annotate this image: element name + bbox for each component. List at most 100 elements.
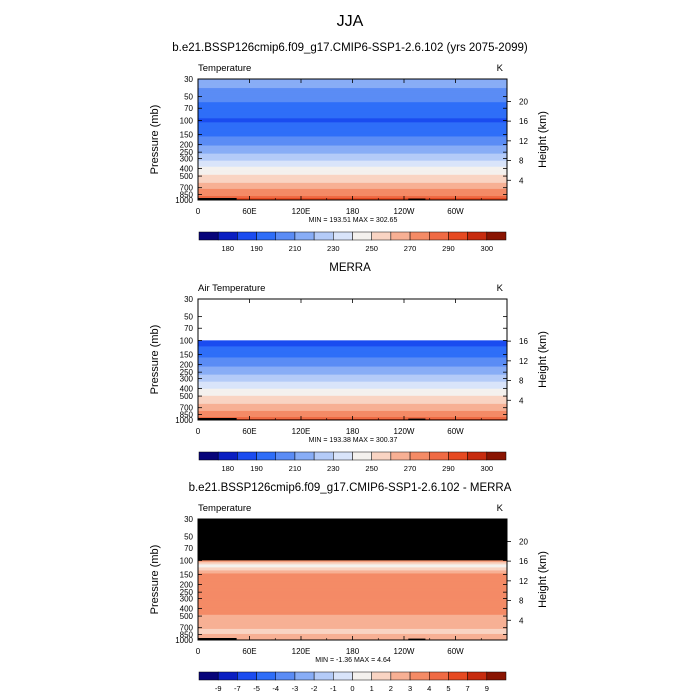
- contour-band: [198, 99, 507, 101]
- contour-band: [198, 375, 507, 378]
- contour-band: [198, 624, 507, 627]
- contour-band: [198, 194, 507, 197]
- colorbar-swatch: [390, 231, 411, 241]
- colorbar-swatch: [486, 451, 507, 461]
- contour-band: [198, 363, 507, 366]
- contour-band: [198, 569, 507, 572]
- contour-band: [198, 630, 507, 633]
- contour-band: [198, 583, 507, 586]
- x-tick-label: 120E: [292, 427, 311, 436]
- colorbar-swatch: [333, 451, 353, 461]
- contour-band: [198, 184, 507, 187]
- contour-band: [198, 169, 507, 172]
- contour-band: [198, 403, 507, 406]
- colorbar-label: 210: [289, 464, 302, 473]
- x-tick-label: 60E: [242, 647, 256, 656]
- missing-data-band: [198, 534, 507, 536]
- colorbar-swatch: [333, 231, 353, 241]
- contour-band: [198, 126, 507, 128]
- y-tick-label: 500: [180, 392, 194, 401]
- contour-band: [198, 599, 507, 602]
- contour-band: [198, 595, 507, 598]
- missing-data-band: [198, 546, 507, 548]
- contour-band: [198, 629, 507, 632]
- missing-data-band: [198, 555, 507, 557]
- x-tick-label: 180: [346, 427, 360, 436]
- contour-band: [198, 344, 507, 346]
- colorbar-label: -5: [253, 684, 260, 693]
- contour-band: [198, 176, 507, 179]
- colorbar-swatch: [352, 451, 372, 461]
- contour-band: [198, 565, 507, 567]
- contour-band: [198, 586, 507, 589]
- contour-band: [198, 175, 507, 178]
- x-tick-label: 60E: [242, 207, 256, 216]
- colorbar-label: 250: [365, 244, 378, 253]
- missing-data-band: [198, 556, 507, 558]
- contour-band: [198, 83, 507, 85]
- y-tick-label: 1000: [175, 636, 193, 645]
- colorbar-swatch: [467, 671, 488, 681]
- stats-label: MIN = 193.51 MAX = 302.65: [309, 217, 398, 224]
- height-tick-label: 8: [519, 597, 524, 606]
- panel-units-label: K: [497, 63, 504, 74]
- contour-band: [198, 610, 507, 613]
- contour-band: [198, 378, 507, 381]
- missing-data-band: [198, 538, 507, 540]
- figure-title: JJA: [337, 13, 364, 30]
- contour-band: [198, 404, 507, 407]
- contour-band: [198, 634, 507, 637]
- contour-band: [198, 341, 507, 343]
- colorbar-swatch: [313, 671, 334, 681]
- colorbar-label: 190: [250, 244, 263, 253]
- missing-data-band: [198, 554, 507, 556]
- contour-band: [198, 577, 507, 580]
- y-tick-label: 50: [184, 533, 193, 542]
- contour-band: [198, 402, 507, 405]
- contour-band: [198, 618, 507, 621]
- contour-band: [198, 392, 507, 395]
- contour-band: [198, 173, 507, 176]
- contour-band: [198, 350, 507, 353]
- contour-band: [198, 182, 507, 185]
- height-tick-label: 4: [519, 616, 524, 625]
- colorbar-swatch: [390, 671, 411, 681]
- contour-band: [198, 142, 507, 145]
- contour-band: [198, 598, 507, 601]
- colorbar-swatch: [313, 451, 334, 461]
- contour-band: [198, 116, 507, 118]
- contour-band: [198, 408, 507, 411]
- colorbar-swatch: [448, 671, 468, 681]
- contour-band: [198, 84, 507, 86]
- contour-band: [198, 131, 507, 134]
- colorbar-label: -9: [215, 684, 222, 693]
- colorbar-label: -7: [234, 684, 241, 693]
- contour-band: [198, 571, 507, 574]
- contour-band: [198, 370, 507, 373]
- y-tick-label: 100: [180, 337, 194, 346]
- colorbar-label: -4: [272, 684, 279, 693]
- contour-band: [198, 566, 507, 568]
- y-axis-label: Pressure (mb): [149, 105, 161, 175]
- contour-band: [198, 140, 507, 143]
- contour-band: [198, 163, 507, 166]
- colorbar-swatch: [198, 671, 219, 681]
- colorbar-swatch: [237, 231, 257, 241]
- colorbar-swatch: [237, 451, 257, 461]
- colorbar-swatch: [217, 451, 238, 461]
- contour-band: [198, 356, 507, 359]
- colorbar-label: 3: [408, 684, 412, 693]
- contour-band: [198, 395, 507, 398]
- contour-band: [198, 98, 507, 100]
- y-tick-label: 700: [180, 184, 194, 193]
- contour-band: [198, 591, 507, 594]
- y-tick-label: 850: [180, 630, 194, 639]
- contour-band: [198, 410, 507, 413]
- contour-band: [198, 615, 507, 618]
- contour-band: [198, 609, 507, 612]
- contour-band: [198, 171, 507, 174]
- contour-band: [198, 348, 507, 351]
- contour-band: [198, 168, 507, 171]
- contour-band: [198, 594, 507, 597]
- contour-band: [198, 141, 507, 144]
